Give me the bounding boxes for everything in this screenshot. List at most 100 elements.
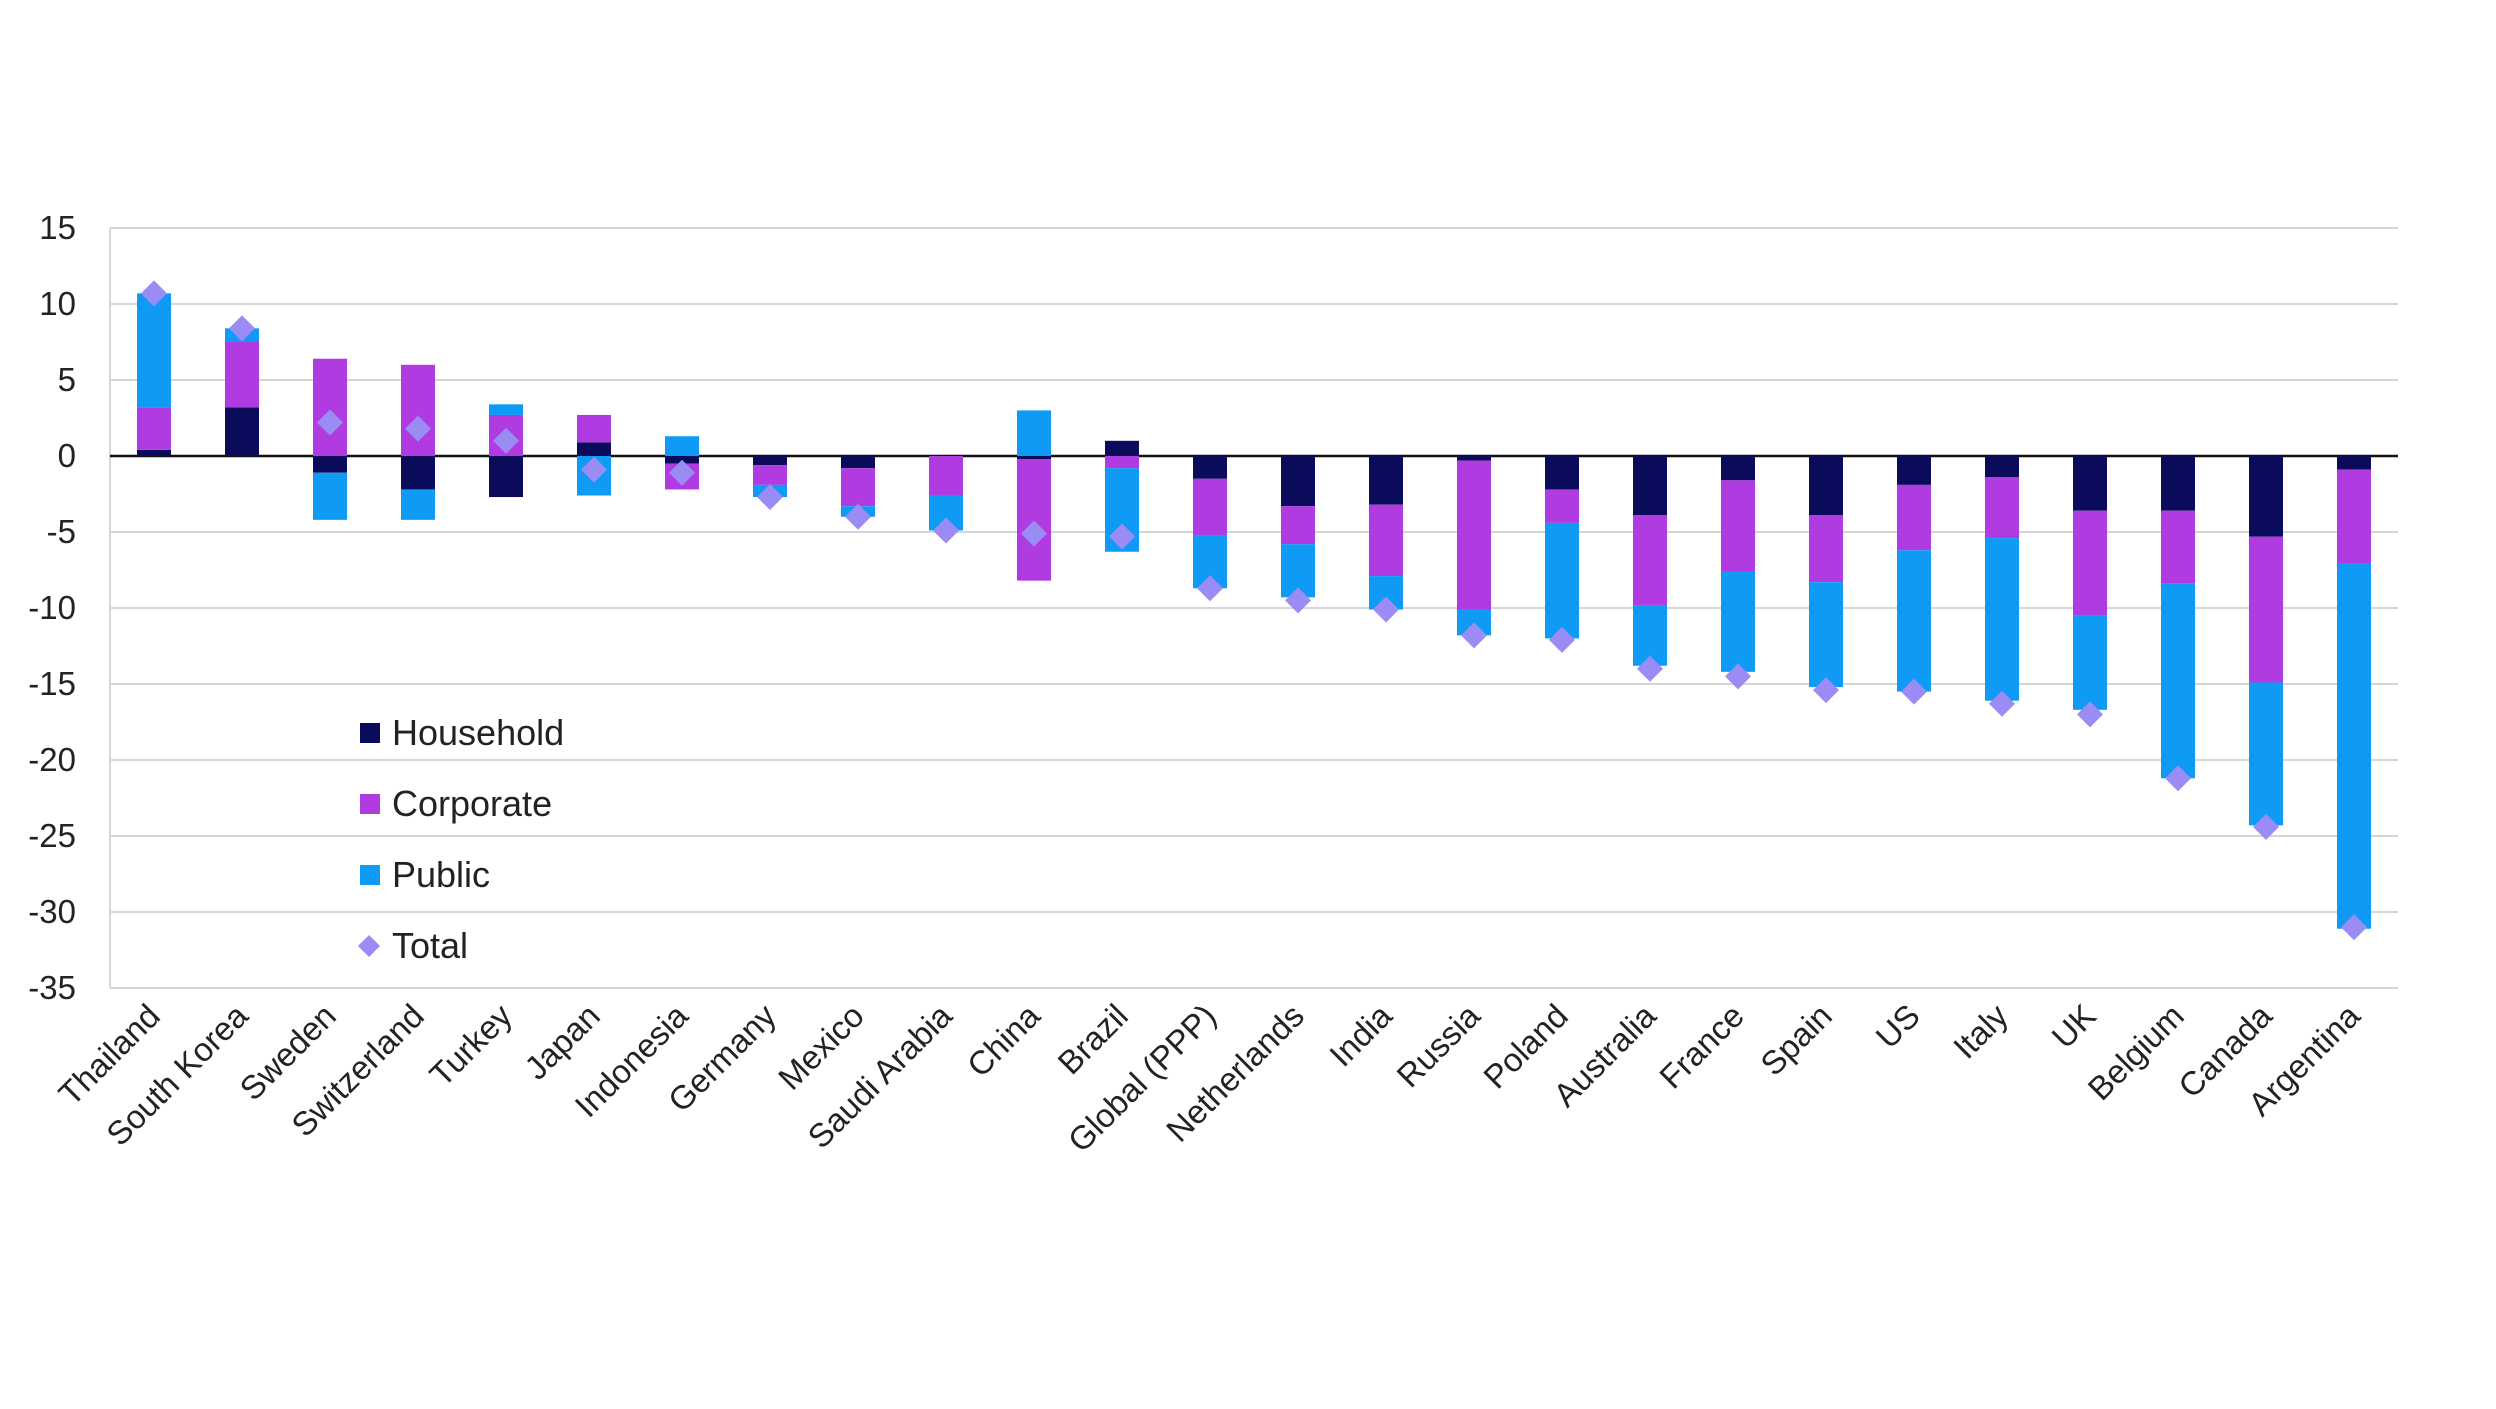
bar-household-sweden xyxy=(313,456,347,473)
bar-public-argentina xyxy=(2337,563,2371,929)
y-tick-label: -35 xyxy=(28,969,76,1006)
bar-public-poland xyxy=(1545,522,1579,639)
x-tick-label: France xyxy=(1652,997,1751,1096)
bar-corporate-spain xyxy=(1809,515,1843,583)
bar-household-mexico xyxy=(841,456,875,469)
total-marker-uk xyxy=(2077,701,2103,728)
bar-household-global-ppp- xyxy=(1193,456,1227,479)
bar-corporate-brazil xyxy=(1105,456,1139,469)
bar-public-france xyxy=(1721,571,1755,672)
bar-public-china xyxy=(1017,410,1051,456)
bar-public-turkey xyxy=(489,404,523,415)
bar-public-indonesia xyxy=(665,436,699,456)
x-tick-label: Brazil xyxy=(1050,997,1135,1082)
y-tick-label: -20 xyxy=(28,741,76,778)
x-tick-label: India xyxy=(1322,996,1399,1073)
bar-corporate-india xyxy=(1369,504,1403,577)
bar-corporate-uk xyxy=(2073,510,2107,616)
total-marker-us xyxy=(1901,678,1927,705)
x-tick-label: Belgium xyxy=(2080,997,2190,1107)
y-tick-label: -10 xyxy=(28,589,76,626)
total-marker-india xyxy=(1373,596,1399,623)
bar-corporate-south-korea xyxy=(225,342,259,408)
bar-public-canada xyxy=(2249,682,2283,826)
legend-swatch-corporate xyxy=(360,794,380,814)
total-marker-global-ppp- xyxy=(1197,575,1223,602)
bar-household-italy xyxy=(1985,456,2019,478)
bar-corporate-russia xyxy=(1457,460,1491,610)
bar-public-thailand xyxy=(137,293,171,408)
bar-household-poland xyxy=(1545,456,1579,490)
bar-corporate-switzerland xyxy=(401,364,435,456)
bar-household-uk xyxy=(2073,456,2107,511)
total-marker-mexico xyxy=(845,503,871,530)
legend: Household Corporate Public Total xyxy=(358,712,564,966)
bar-household-china xyxy=(1017,456,1051,460)
total-marker-south-korea xyxy=(229,315,255,342)
total-marker-brazil xyxy=(1109,523,1135,550)
total-marker-netherlands xyxy=(1285,587,1311,614)
legend-swatch-total xyxy=(358,935,380,957)
legend-label-corporate: Corporate xyxy=(392,783,552,824)
bar-corporate-saudi-arabia xyxy=(929,456,963,496)
total-marker-russia xyxy=(1461,622,1487,649)
total-marker-china xyxy=(1021,520,1047,547)
total-marker-belgium xyxy=(2165,765,2191,792)
x-tick-label: Spain xyxy=(1753,997,1839,1083)
bar-household-canada xyxy=(2249,456,2283,537)
bar-household-netherlands xyxy=(1281,456,1315,507)
bar-corporate-china xyxy=(1017,459,1051,581)
bar-public-switzerland xyxy=(401,489,435,520)
bar-corporate-argentina xyxy=(2337,469,2371,564)
bar-corporate-mexico xyxy=(841,468,875,507)
total-marker-spain xyxy=(1813,677,1839,704)
x-tick-label: Italy xyxy=(1946,996,2015,1065)
gridlines xyxy=(110,227,2398,989)
y-tick-label: -15 xyxy=(28,665,76,702)
x-tick-label: UK xyxy=(2044,997,2103,1056)
bar-household-india xyxy=(1369,456,1403,505)
bar-corporate-global-ppp- xyxy=(1193,478,1227,536)
bar-public-australia xyxy=(1633,604,1667,666)
total-marker-argentina xyxy=(2341,914,2367,941)
total-marker-italy xyxy=(1989,690,2015,717)
total-marker-poland xyxy=(1549,626,1575,653)
x-tick-label: Russia xyxy=(1389,996,1487,1094)
bar-public-spain xyxy=(1809,582,1843,688)
bar-public-us xyxy=(1897,550,1931,692)
bar-household-south-korea xyxy=(225,407,259,456)
bar-corporate-france xyxy=(1721,480,1755,572)
bar-corporate-canada xyxy=(2249,536,2283,683)
bar-household-brazil xyxy=(1105,440,1139,456)
total-marker-sweden xyxy=(317,409,343,436)
total-marker-thailand xyxy=(141,280,167,307)
bar-household-france xyxy=(1721,456,1755,481)
x-tick-label: Turkey xyxy=(422,996,519,1093)
bar-household-switzerland xyxy=(401,456,435,490)
bar-corporate-japan xyxy=(577,414,611,443)
bar-household-germany xyxy=(753,456,787,466)
total-marker-saudi-arabia xyxy=(933,517,959,544)
total-marker-indonesia xyxy=(669,459,695,486)
bar-household-us xyxy=(1897,456,1931,485)
total-marker-switzerland xyxy=(405,415,431,442)
y-tick-label: 5 xyxy=(58,361,76,398)
total-markers xyxy=(141,280,2367,941)
legend-swatch-household xyxy=(360,723,380,743)
bar-public-italy xyxy=(1985,538,2019,701)
x-tick-label: US xyxy=(1868,997,1927,1056)
bar-household-russia xyxy=(1457,456,1491,461)
total-marker-france xyxy=(1725,663,1751,690)
bar-household-belgium xyxy=(2161,456,2195,511)
bar-public-sweden xyxy=(313,472,347,520)
bar-household-thailand xyxy=(137,449,171,456)
y-tick-label: 0 xyxy=(58,437,76,474)
legend-swatch-public xyxy=(360,865,380,885)
y-tick-label: -25 xyxy=(28,817,76,854)
total-marker-turkey xyxy=(493,427,519,454)
y-tick-label: -30 xyxy=(28,893,76,930)
bars xyxy=(137,293,2371,929)
bar-corporate-netherlands xyxy=(1281,506,1315,545)
